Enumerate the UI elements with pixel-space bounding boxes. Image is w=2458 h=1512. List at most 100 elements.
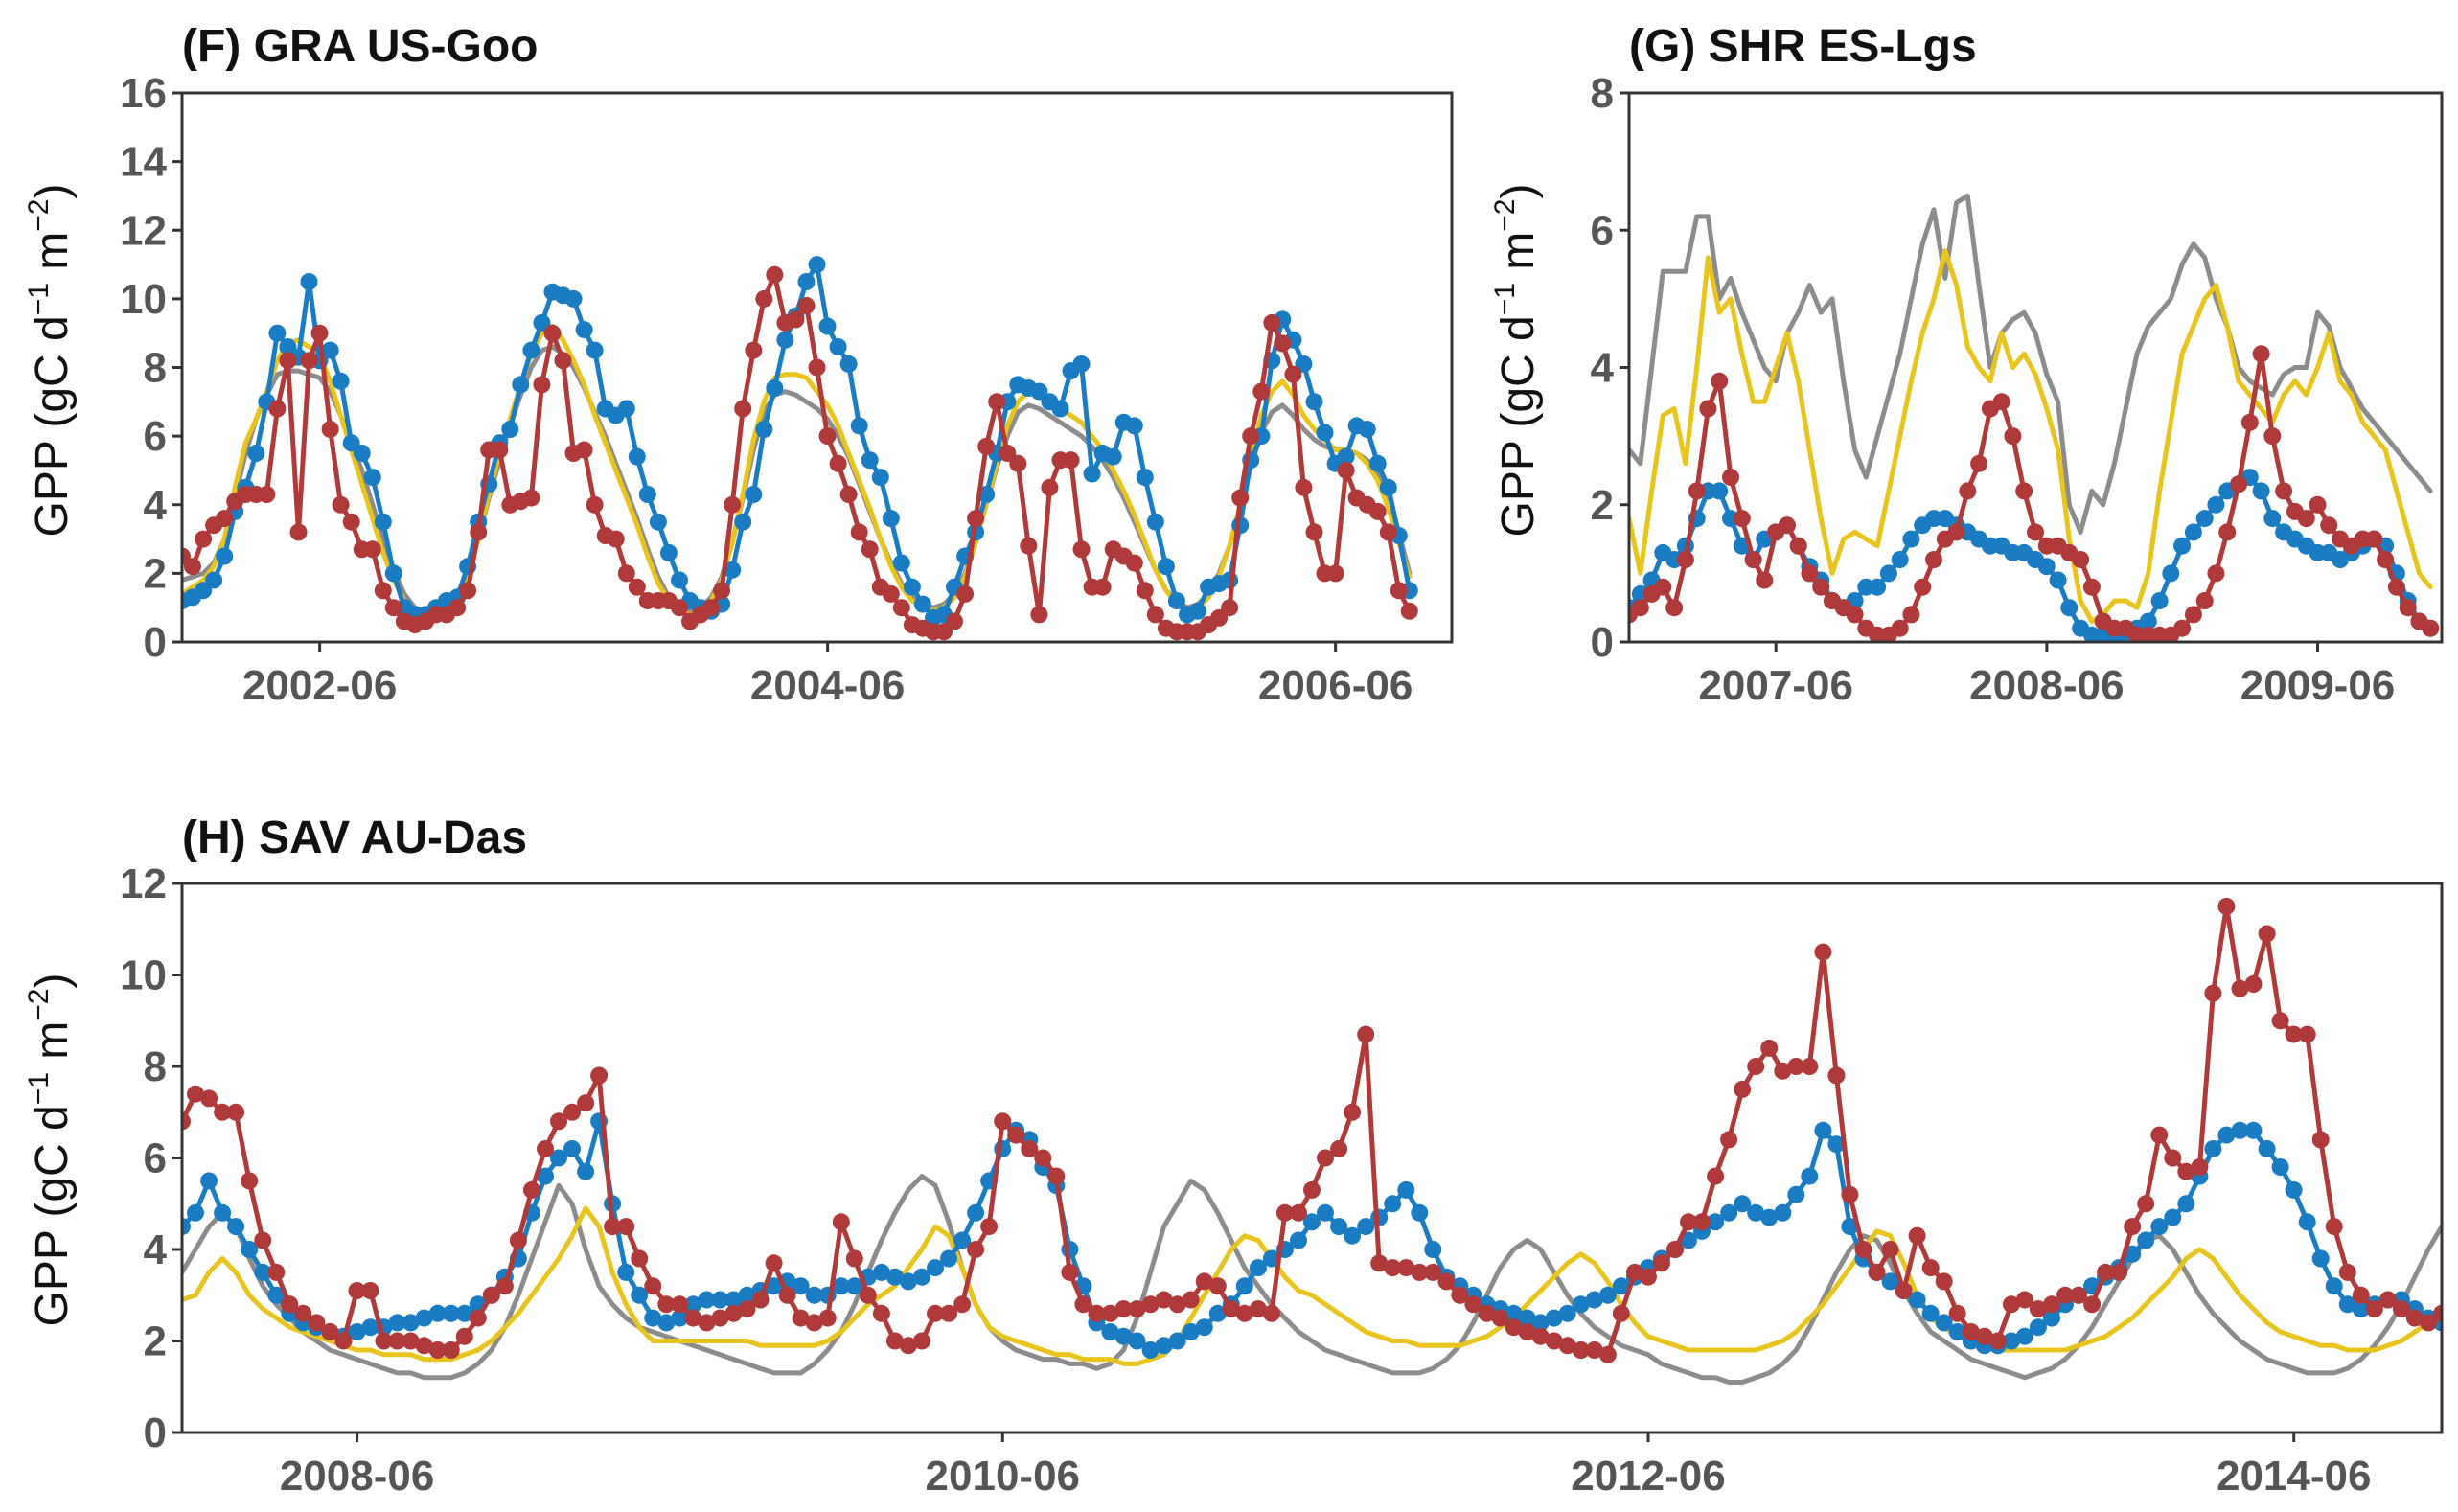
panel-f-blue-dots-point [776,331,794,349]
panel-h-blue-dots-point [927,1259,944,1277]
panel-h-blue-dots-point [2311,1249,2330,1268]
panel-h-red-dots-point [1249,1300,1267,1318]
panel-g-ytick-label: 0 [1591,619,1614,666]
panel-h-blue-dots-point [1760,1208,1779,1226]
panel-h-red-dots-point [522,1180,540,1199]
panel-g-gray-line-line [1629,193,2433,535]
panel-f-red-dots-point [967,510,985,528]
panel-f-blue-dots-point [1358,421,1376,438]
panel-h-red-dots-point [1168,1295,1186,1314]
panel-h-red-dots-point [2420,1314,2437,1332]
panel-f-blue-dots-point [533,313,551,332]
panel-h-blue-dots-point [792,1277,810,1295]
panel-f-blue-dots-point [1379,478,1397,496]
panel-h-red-dots-point [1182,1291,1200,1309]
panel-h-red-dots-point [1625,1263,1643,1281]
panel-f-red-dots-point [787,310,805,329]
panel-h-red-dots-point [1397,1259,1415,1277]
panel-h-red-dots-point [1357,1025,1375,1043]
panel-h-blue-dots-point [402,1314,420,1332]
panel-g-blue-dots-point [2162,564,2180,583]
panel-g-red-dots-point [1744,551,1762,568]
panel-h-red-dots-point [2325,1218,2343,1236]
panel-h-red-dots-point [1948,1304,1966,1322]
panel-h-blue-dots-point [2271,1158,2289,1176]
panel-g-xtick-label: 2009-06 [2240,662,2395,709]
panel-g-red-dots-point [2195,592,2214,609]
panel-h-blue-dots-point [698,1291,716,1309]
panel-f-blue-dots-point [522,341,540,359]
panel-h-blue-dots-point [1908,1291,1926,1309]
panel-h-blue-dots-point [227,1218,245,1236]
panel-h-blue-dots-point [1128,1332,1146,1350]
panel-f-blue-dots-point [1125,417,1143,435]
panel-f-plot-area: 0 2 4 6 8 10 12 14 16 2002-06 2004-06 2006-06 [120,70,1454,709]
panel-h-red-dots-point [577,1094,595,1112]
panel-g-red-dots-point [1722,469,1739,487]
panel-h-red-dots-point [684,1309,702,1327]
panel-h-red-dots-point [1962,1323,1980,1340]
panel-f-red-dots-point [1400,602,1418,620]
panel-h-red-dots-point [308,1314,326,1332]
panel-f: (F) GRA US-Goo GPP (gC d−1 m−2) 0 2 4 6 8 10 1… [23,21,1454,709]
panel-h-xtick-label: 2012-06 [1571,1453,1725,1500]
panel-f-red-dots-point [321,421,339,438]
panel-h-red-dots-point [631,1249,649,1268]
panel-g-blue-dots-point [1869,578,1887,596]
panel-h-red-dots-point [281,1295,299,1314]
panel-h-blue-dots-point [940,1249,957,1268]
panel-g-blue-dots-point [2173,537,2192,555]
panel-h-red-dots-point [294,1304,312,1322]
panel-h-red-dots-point [2311,1131,2330,1149]
panel-f-blue-dots-point [1189,602,1206,620]
panel-f-blue-dots-point [903,578,921,596]
panel-h-red-dots-point [590,1066,609,1085]
panel-f-blue-dots-point [247,445,265,462]
panel-h-title: (H) SAV AU-Das [182,813,527,863]
panel-h-red-dots-point [2002,1295,2020,1314]
panel-h-red-dots-point [711,1309,729,1327]
panel-f-red-dots-point [1020,537,1038,555]
panel-h-red-dots-point [1411,1263,1429,1281]
panel-h-blue-dots-point [617,1263,635,1281]
panel-f-red-dots-point [543,324,562,342]
panel-g-red-dots-point [2377,551,2395,568]
panel-h-red-dots-point [1747,1058,1765,1075]
panel-h-blue-dots-point [388,1314,406,1332]
panel-h-red-dots-point [2365,1300,2383,1318]
panel-g-red-dots-point [1902,606,1920,624]
panel-h-red-dots-point [1235,1304,1253,1322]
panel-f-red-dots-point [977,437,996,455]
panel-f-blue-dots-point [586,341,604,359]
panel-f-ytick-label: 10 [120,276,167,323]
panel-h-blue-dots-point [684,1295,702,1314]
panel-f-red-dots-point [1009,454,1027,472]
panel-g-red-dots-point [2365,530,2383,548]
panel-h-red-dots-point [2352,1286,2370,1304]
panel-f-red-dots-point [384,599,402,617]
panel-g-blue-dots-point [2263,510,2282,528]
panel-h-red-dots-point [563,1103,581,1121]
panel-h-red-dots-point [509,1231,527,1249]
panel-h-red-dots-point [2405,1309,2424,1327]
panel-h-red-dots-point [428,1341,447,1359]
panel-f-title: (F) GRA US-Goo [182,21,538,72]
panel-h-blue-dots-point [1598,1286,1617,1304]
panel-h-red-dots-point [495,1277,514,1295]
panel-h-blue-dots-point [1612,1277,1630,1295]
panel-g-blue-dots-point [2150,592,2169,609]
panel-h-blue-dots-point [577,1162,595,1180]
panel-g-red-dots-point [2004,427,2022,446]
panel-h-blue-dots-point [657,1314,676,1332]
panel-h-blue-dots-point [2338,1295,2356,1314]
panel-f-ytick-label: 4 [144,482,168,529]
panel-f-red-dots-point [988,393,1006,411]
panel-f-red-dots-point [755,289,773,308]
panel-h-red-dots-point [1598,1345,1617,1363]
panel-f-blue-dots-point [913,595,931,613]
panel-f-red-dots-point [1041,478,1059,496]
panel-h-blue-dots-point [2298,1213,2316,1231]
panel-h-red-dots-point [214,1103,232,1121]
panel-f-blue-dots-point [892,554,910,572]
panel-f-red-dots-point [1326,564,1344,583]
